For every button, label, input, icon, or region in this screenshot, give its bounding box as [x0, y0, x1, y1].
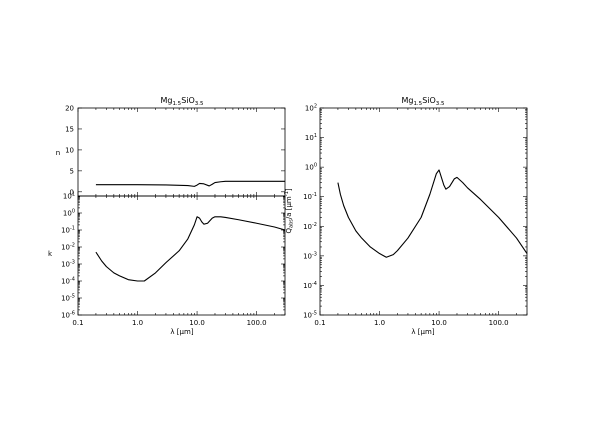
k-ytick-label: 10-1 [61, 226, 75, 235]
n-ticks: 0 5 10 15 20 [65, 105, 286, 196]
k-ytick-label: 10-2 [61, 243, 75, 252]
n-ylabel: n [56, 149, 60, 157]
q-plot-frame [319, 107, 528, 316]
q-ytick-label: 102 [305, 104, 317, 113]
n-panel: 0 5 10 15 20 n [56, 105, 286, 197]
k-ytick-label: 10-3 [61, 260, 75, 269]
q-xtick-label: 0.1 [314, 319, 325, 327]
q-ytick-label: 10-1 [303, 192, 317, 201]
k-ytick-label: 100 [63, 209, 75, 218]
k-ytick-label: 10-5 [61, 294, 75, 303]
q-xtick-label: 1.0 [374, 319, 385, 327]
k-ytick-label: 10-6 [61, 311, 75, 320]
k-ytick-label: 10-4 [61, 277, 75, 286]
q-series-line [337, 169, 528, 258]
k-panel: 0.1 1.0 10.0 100.0 10-6 10-5 10-4 10-3 10-2 10-1 1… [48, 192, 286, 336]
q-xtick-label: 10.0 [431, 319, 447, 327]
n-series-line [95, 180, 285, 187]
n-ytick-label: 5 [70, 167, 74, 175]
k-series-line [95, 216, 286, 282]
q-ylabel: Qabs/a [μm-1] [284, 188, 295, 233]
n-ytick-label: 10 [65, 146, 74, 154]
n-plot-frame [77, 107, 286, 197]
left-title: Mg1.5SiO3.5 [160, 96, 204, 107]
k-xtick-label: 100.0 [247, 319, 267, 327]
k-xtick-label: 0.1 [72, 319, 83, 327]
q-ytick-label: 10-4 [303, 281, 317, 290]
q-xlabel: λ [μm] [411, 328, 434, 336]
k-plot-frame [77, 195, 286, 316]
k-ytick-label: 101 [63, 192, 75, 201]
k-ticks: 0.1 1.0 10.0 100.0 10-6 10-5 10-4 10-3 10-2 10-1 1… [61, 192, 286, 327]
n-ytick-label: 15 [65, 125, 74, 133]
q-panel: 0.1 1.0 10.0 100.0 10-5 10-4 10-3 10-2 10-1 100 10… [284, 104, 528, 336]
k-ylabel: k [48, 250, 53, 258]
q-ytick-label: 10-3 [303, 251, 317, 260]
k-xtick-label: 1.0 [132, 319, 143, 327]
q-ytick-label: 101 [305, 133, 317, 142]
q-ytick-label: 10-2 [303, 222, 317, 231]
q-xtick-label: 100.0 [489, 319, 509, 327]
n-ytick-label: 0 [70, 188, 74, 196]
right-title: Mg1.5SiO3.5 [401, 96, 445, 107]
n-ytick-label: 20 [65, 105, 74, 113]
q-ticks: 0.1 1.0 10.0 100.0 10-5 10-4 10-3 10-2 10-1 100 10… [303, 104, 528, 327]
q-ytick-label: 10-5 [303, 311, 317, 320]
q-ytick-label: 100 [305, 163, 317, 172]
k-xlabel: λ [μm] [170, 328, 193, 336]
k-xtick-label: 10.0 [189, 319, 205, 327]
